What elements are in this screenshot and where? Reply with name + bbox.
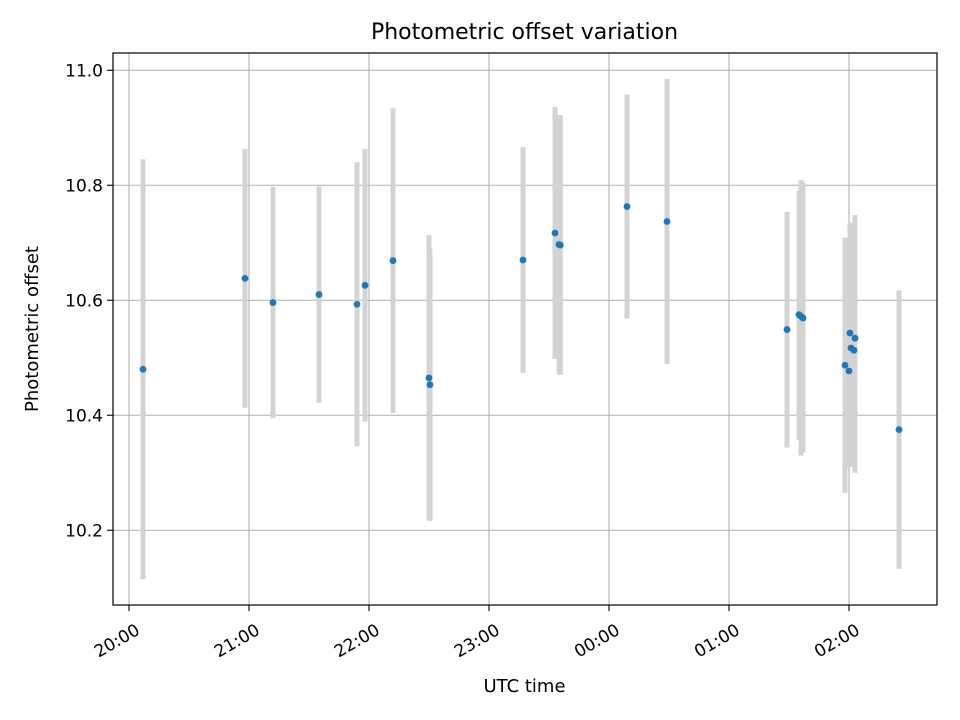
chart-title: Photometric offset variation xyxy=(371,20,678,45)
y-tick-label: 10.8 xyxy=(65,176,103,196)
data-point xyxy=(361,281,369,289)
x-axis-label: UTC time xyxy=(483,676,565,697)
data-point xyxy=(850,346,858,354)
y-axis-ticks: 10.2 10.4 10.6 10.8 11.0 xyxy=(65,61,113,541)
data-point xyxy=(139,365,147,373)
data-point xyxy=(895,426,903,434)
data-point xyxy=(799,314,807,322)
y-tick-label: 10.6 xyxy=(65,291,103,311)
data-point xyxy=(663,218,671,225)
y-tick-label: 10.4 xyxy=(65,406,103,426)
data-point xyxy=(241,275,249,282)
data-point xyxy=(426,381,434,389)
data-point xyxy=(623,203,631,210)
y-axis-label: Photometric offset xyxy=(22,246,43,412)
plot-area-frame xyxy=(112,52,938,606)
data-point xyxy=(841,361,849,369)
data-point xyxy=(851,334,859,342)
data-point xyxy=(845,367,853,375)
data-point xyxy=(389,257,397,264)
data-point xyxy=(353,300,361,308)
y-tick-label: 11.0 xyxy=(65,61,103,81)
data-point xyxy=(551,229,559,237)
data-points xyxy=(139,203,903,434)
y-tick-label: 10.2 xyxy=(65,521,103,541)
data-point xyxy=(315,291,323,298)
data-point xyxy=(846,329,854,337)
data-point xyxy=(783,326,791,333)
data-point xyxy=(519,256,527,264)
data-point xyxy=(556,241,564,249)
data-point xyxy=(269,299,277,306)
data-point xyxy=(425,374,433,382)
